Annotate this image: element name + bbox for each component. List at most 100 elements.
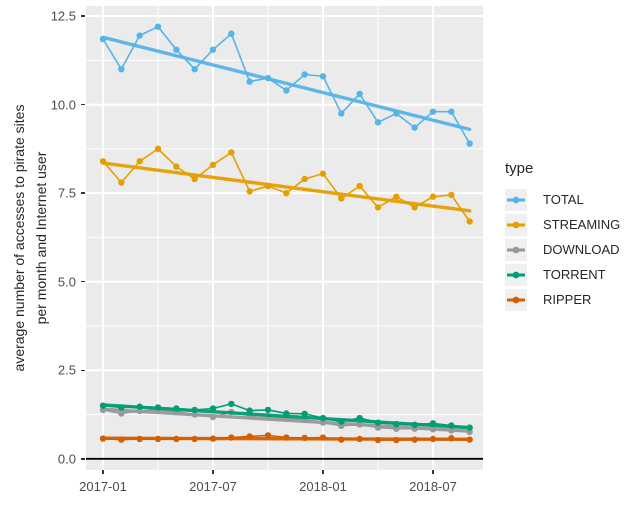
point-ripper-2018-04 — [374, 436, 382, 444]
y-axis-tick-mark — [81, 15, 85, 17]
point-streaming-2017-02 — [118, 179, 125, 186]
y-axis-tick-label: 2.5 — [57, 362, 76, 378]
plot-panel — [86, 6, 483, 470]
point-total-2017-01 — [99, 35, 107, 43]
point-total-2017-10 — [264, 74, 272, 82]
x-axis-tick-mark — [102, 470, 104, 474]
point-torrent-2018-02 — [338, 418, 345, 425]
point-download-2017-07 — [209, 413, 217, 421]
point-streaming-2017-06 — [191, 175, 198, 183]
point-streaming-2017-09 — [246, 188, 253, 195]
point-total-2018-05 — [393, 110, 400, 117]
y-axis-tick-label: 7.5 — [57, 185, 76, 201]
y-axis-tick-label: 12.5 — [50, 8, 76, 24]
point-torrent-2018-07 — [429, 420, 437, 427]
point-total-2017-09 — [246, 78, 253, 85]
legend: type TOTAL STREAMING DOWNLOAD TORRENT RIPPER — [505, 160, 639, 312]
point-torrent-2017-03 — [136, 403, 143, 410]
legend-key-total-icon — [505, 188, 527, 211]
point-torrent-2017-06 — [191, 406, 198, 414]
point-ripper-2018-09 — [466, 436, 473, 443]
y-axis-tick-mark — [81, 280, 85, 283]
point-total-2018-07 — [429, 108, 437, 115]
point-torrent-2018-03 — [356, 414, 363, 422]
point-torrent-2017-10 — [264, 406, 272, 414]
point-ripper-2017-04 — [154, 435, 162, 443]
point-torrent-2017-02 — [118, 404, 125, 411]
point-download-2018-01 — [319, 419, 327, 426]
point-total-2018-01 — [319, 73, 327, 80]
point-streaming-2018-02 — [338, 195, 345, 202]
point-torrent-2018-08 — [448, 422, 455, 429]
point-torrent-2017-09 — [246, 407, 253, 414]
point-download-2018-08 — [448, 427, 455, 434]
legend-item-streaming: STREAMING — [505, 212, 639, 237]
point-streaming-2018-08 — [448, 191, 455, 199]
point-streaming-2018-05 — [393, 193, 400, 200]
point-streaming-2017-10 — [264, 182, 272, 190]
point-download-2017-02 — [118, 410, 125, 417]
point-streaming-2017-05 — [173, 163, 180, 170]
point-ripper-2018-08 — [448, 435, 455, 442]
point-download-2018-05 — [393, 425, 400, 432]
legend-key-streaming-icon — [505, 213, 527, 236]
y-axis-tick-mark — [81, 192, 85, 194]
point-ripper-2017-01 — [99, 435, 107, 442]
x-axis-tick-label: 2017-07 — [189, 479, 237, 494]
x-axis-tick-label: 2018-01 — [299, 479, 347, 494]
point-ripper-2018-03 — [356, 435, 363, 443]
legend-item-download: DOWNLOAD — [505, 237, 639, 262]
legend-label-total: TOTAL — [543, 192, 584, 207]
point-ripper-2017-10 — [264, 432, 272, 439]
point-download-2017-06 — [191, 411, 198, 418]
y-axis-tick-mark — [81, 369, 85, 371]
point-total-2018-09 — [466, 140, 473, 147]
point-total-2018-03 — [356, 90, 363, 98]
point-streaming-2017-12 — [301, 175, 308, 183]
point-total-2018-08 — [448, 108, 455, 115]
legend-item-total: TOTAL — [505, 187, 639, 212]
point-ripper-2017-06 — [191, 435, 198, 443]
point-total-2018-06 — [411, 124, 418, 131]
point-torrent-2017-11 — [283, 410, 290, 417]
point-ripper-2017-09 — [246, 433, 253, 440]
point-streaming-2017-01 — [99, 158, 107, 165]
point-ripper-2018-07 — [429, 435, 437, 443]
legend-key-ripper-icon — [505, 288, 527, 311]
x-axis-tick-label: 2017-01 — [79, 479, 127, 494]
point-torrent-2018-01 — [319, 414, 327, 422]
legend-items: TOTAL STREAMING DOWNLOAD TORRENT RIPPER — [505, 187, 639, 312]
point-ripper-2018-02 — [338, 436, 345, 443]
y-axis-title: average number of accesses to pirate sit… — [8, 3, 54, 473]
point-torrent-2018-06 — [411, 421, 418, 428]
legend-item-ripper: RIPPER — [505, 287, 639, 312]
plot-svg — [86, 6, 483, 470]
legend-title: type — [505, 160, 534, 177]
point-total-2017-12 — [301, 71, 308, 78]
point-streaming-2018-03 — [356, 182, 363, 190]
point-streaming-2018-07 — [429, 193, 437, 200]
point-torrent-2017-04 — [154, 404, 162, 411]
point-torrent-2018-09 — [466, 424, 473, 431]
x-axis-tick-label: 2018-07 — [409, 479, 457, 494]
point-streaming-2017-08 — [228, 149, 235, 156]
point-total-2017-11 — [283, 87, 290, 94]
trend-line-total — [101, 35, 472, 132]
y-axis-tick-label: 10.0 — [50, 97, 76, 113]
y-axis-title-line1: average number of accesses to pirate sit… — [11, 104, 27, 372]
point-total-2017-04 — [154, 23, 162, 30]
point-streaming-2017-07 — [209, 161, 217, 169]
point-torrent-2017-05 — [173, 405, 180, 412]
y-axis-tick-mark — [81, 103, 85, 106]
point-total-2017-03 — [136, 32, 143, 39]
x-axis-tick-mark — [432, 470, 434, 474]
legend-label-download: DOWNLOAD — [543, 242, 620, 257]
point-streaming-2018-04 — [374, 204, 382, 211]
point-total-2017-08 — [228, 30, 235, 37]
point-torrent-2017-01 — [99, 402, 107, 409]
y-axis-tick-label: 0.0 — [57, 451, 76, 467]
point-ripper-2018-01 — [319, 434, 327, 441]
point-download-2018-03 — [356, 421, 363, 428]
y-axis-title-line2: per month and Internet user — [33, 151, 49, 325]
point-torrent-2017-08 — [228, 400, 235, 408]
